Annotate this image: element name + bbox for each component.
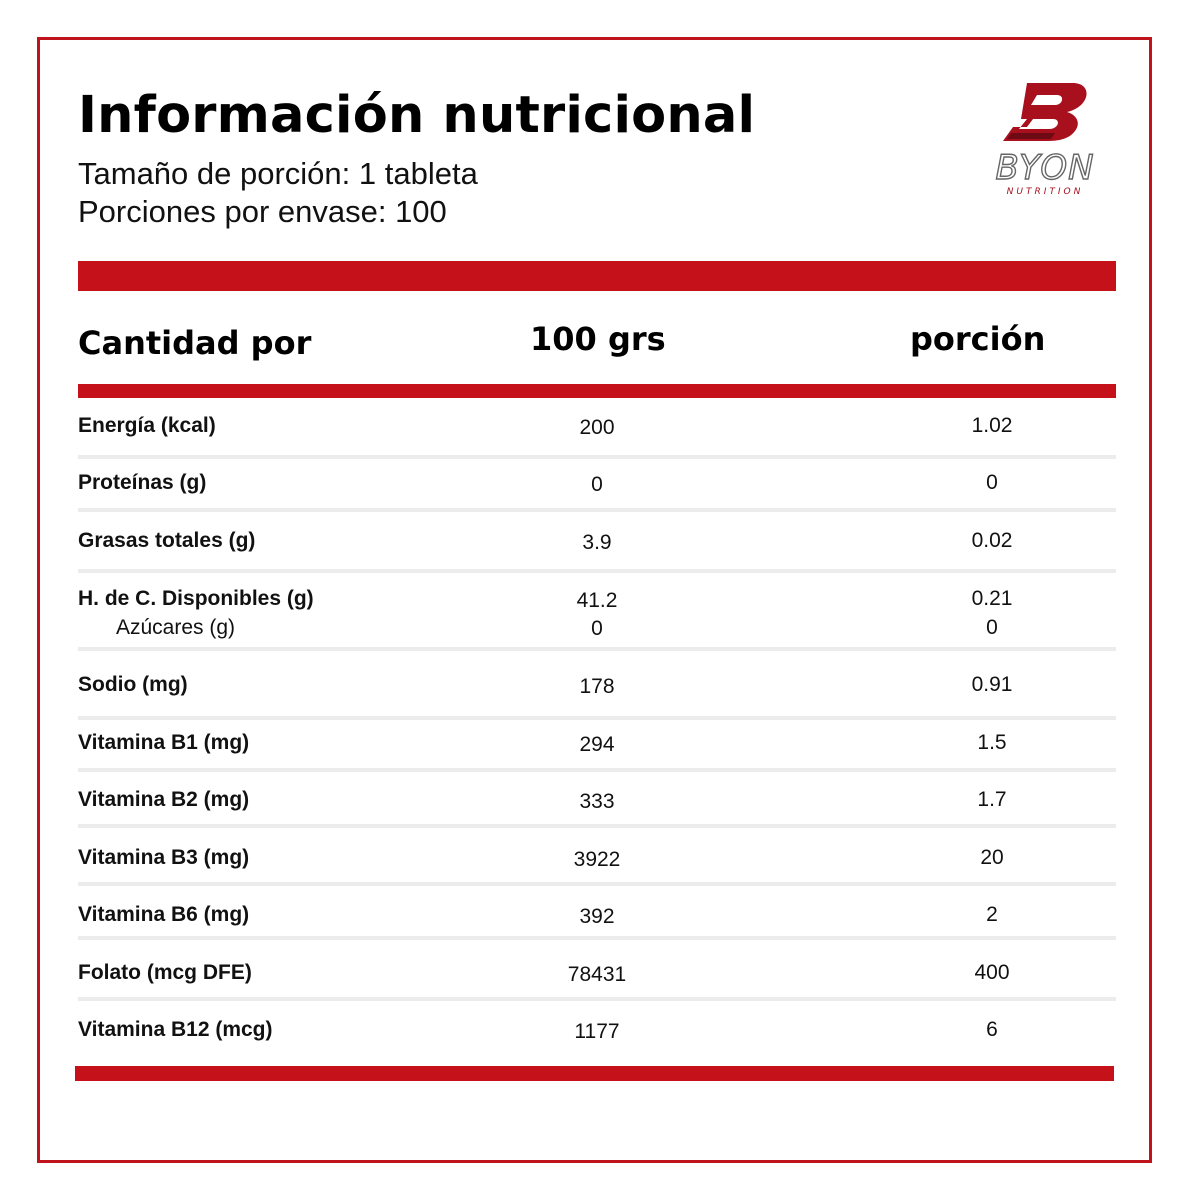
nutrient-name: Grasas totales (g) <box>78 529 256 552</box>
row-separator <box>78 824 1116 828</box>
nutrient-name: Vitamina B1 (mg) <box>78 731 250 754</box>
nutrient-name: Vitamina B6 (mg) <box>78 903 250 926</box>
row-separator <box>78 936 1116 940</box>
logo-tagline: NUTRITION <box>1007 187 1084 197</box>
value-per-100g: 41.2 <box>576 589 618 612</box>
value-per-100g: 178 <box>579 675 615 698</box>
sub-value-per-portion: 0 <box>986 616 998 639</box>
value-per-100g: 1177 <box>574 1020 620 1043</box>
value-per-portion: 0.91 <box>971 673 1013 696</box>
row-separator <box>78 455 1116 459</box>
sub-nutrient-name: Azúcares (g) <box>116 616 236 639</box>
value-per-100g: 392 <box>579 905 615 928</box>
logo-brand: BYON <box>995 148 1094 188</box>
value-per-100g: 200 <box>579 416 615 439</box>
value-per-portion: 2 <box>986 903 998 926</box>
label-frame <box>37 37 1152 1163</box>
page-title: Información nutricional <box>78 86 756 145</box>
header-divider-bar <box>78 261 1116 291</box>
footer-divider-bar <box>75 1066 1114 1081</box>
value-per-portion: 1.02 <box>971 414 1013 437</box>
column-header-divider-bar <box>78 384 1116 398</box>
column-header-portion: porción <box>910 320 1046 358</box>
byon-logo: BYON NUTRITION <box>995 83 1094 197</box>
value-per-portion: 400 <box>974 961 1010 984</box>
row-separator <box>78 768 1116 772</box>
row-separator <box>78 508 1116 512</box>
nutrient-name: Folato (mcg DFE) <box>78 961 252 984</box>
value-per-100g: 333 <box>579 790 615 813</box>
sub-value-per-100g: 0 <box>591 617 603 640</box>
column-header-per-100g: 100 grs <box>530 320 666 358</box>
value-per-portion: 0.21 <box>971 587 1013 610</box>
value-per-portion: 0.02 <box>971 529 1013 552</box>
value-per-100g: 78431 <box>567 963 627 986</box>
nutrient-name: Vitamina B12 (mcg) <box>78 1018 273 1041</box>
column-header-label: Cantidad por <box>78 324 312 362</box>
nutrient-name: Proteínas (g) <box>78 471 207 494</box>
value-per-portion: 1.7 <box>977 788 1007 811</box>
nutrient-name: Energía (kcal) <box>78 414 216 437</box>
value-per-portion: 0 <box>986 471 998 494</box>
value-per-portion: 20 <box>980 846 1004 869</box>
byon-b-logo-icon <box>1003 83 1087 141</box>
row-separator <box>78 647 1116 651</box>
servings-per-container: Porciones por envase: 100 <box>78 194 447 229</box>
value-per-100g: 3.9 <box>582 531 612 554</box>
value-per-100g: 3922 <box>573 848 621 871</box>
nutrient-name: Vitamina B2 (mg) <box>78 788 250 811</box>
row-separator <box>78 716 1116 720</box>
value-per-portion: 6 <box>986 1018 998 1041</box>
row-separator <box>78 997 1116 1001</box>
nutrient-name: Vitamina B3 (mg) <box>78 846 250 869</box>
value-per-portion: 1.5 <box>977 731 1007 754</box>
row-separator <box>78 569 1116 573</box>
nutrient-name: Sodio (mg) <box>78 673 188 696</box>
nutrient-name: H. de C. Disponibles (g) <box>78 587 314 610</box>
value-per-100g: 294 <box>579 733 615 756</box>
row-separator <box>78 882 1116 886</box>
value-per-100g: 0 <box>591 473 603 496</box>
serving-size: Tamaño de porción: 1 tableta <box>78 156 478 191</box>
